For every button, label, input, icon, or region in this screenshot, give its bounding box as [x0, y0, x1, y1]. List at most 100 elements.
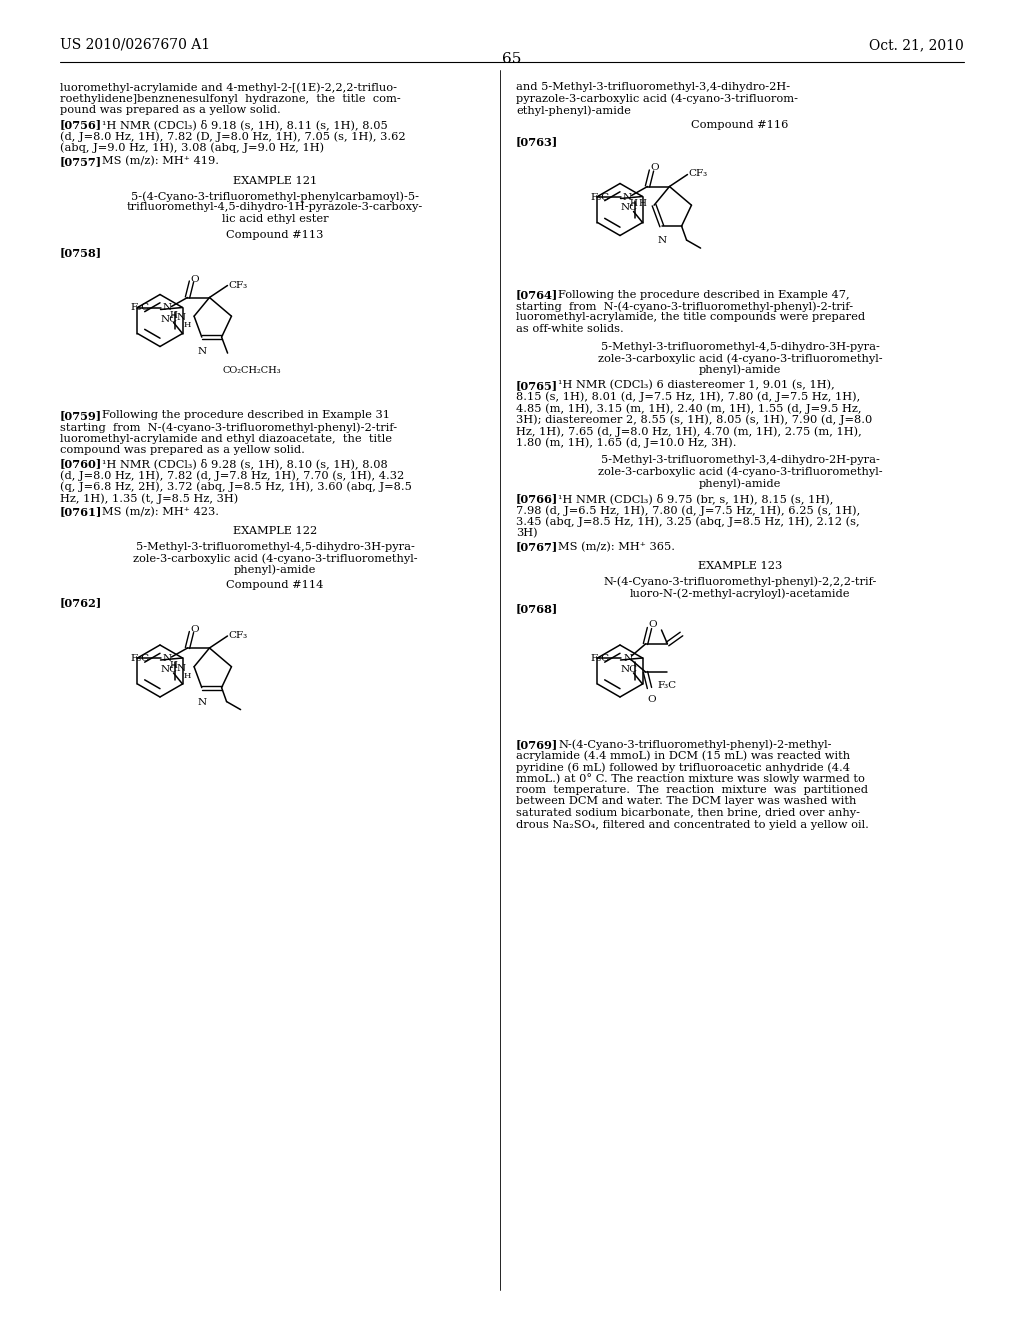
Text: CF₃: CF₃ [228, 631, 248, 640]
Text: [0757]: [0757] [60, 156, 102, 168]
Text: H: H [170, 310, 177, 319]
Text: compound was prepared as a yellow solid.: compound was prepared as a yellow solid. [60, 445, 305, 455]
Text: Oct. 21, 2010: Oct. 21, 2010 [869, 38, 964, 51]
Text: [0767]: [0767] [516, 541, 558, 553]
Text: phenyl)-amide: phenyl)-amide [698, 478, 781, 488]
Text: 1.80 (m, 1H), 1.65 (d, J=10.0 Hz, 3H).: 1.80 (m, 1H), 1.65 (d, J=10.0 Hz, 3H). [516, 437, 736, 447]
Text: 8.15 (s, 1H), 8.01 (d, J=7.5 Hz, 1H), 7.80 (d, J=7.5 Hz, 1H),: 8.15 (s, 1H), 8.01 (d, J=7.5 Hz, 1H), 7.… [516, 392, 860, 403]
Text: N: N [198, 347, 207, 356]
Text: (d, J=8.0 Hz, 1H), 7.82 (D, J=8.0 Hz, 1H), 7.05 (s, 1H), 3.62: (d, J=8.0 Hz, 1H), 7.82 (D, J=8.0 Hz, 1H… [60, 131, 406, 141]
Text: saturated sodium bicarbonate, then brine, dried over anhy-: saturated sodium bicarbonate, then brine… [516, 808, 860, 818]
Text: H: H [183, 672, 190, 680]
Text: [0766]: [0766] [516, 494, 558, 504]
Text: ¹H NMR (CDCl₃) δ 9.18 (s, 1H), 8.11 (s, 1H), 8.05: ¹H NMR (CDCl₃) δ 9.18 (s, 1H), 8.11 (s, … [102, 120, 388, 131]
Text: N: N [624, 653, 633, 663]
Text: CO₂CH₂CH₃: CO₂CH₂CH₃ [222, 366, 282, 375]
Text: between DCM and water. The DCM layer was washed with: between DCM and water. The DCM layer was… [516, 796, 856, 807]
Text: 5-Methyl-3-trifluoromethyl-3,4-dihydro-2H-pyra-: 5-Methyl-3-trifluoromethyl-3,4-dihydro-2… [600, 455, 880, 465]
Text: NC: NC [161, 314, 177, 323]
Text: starting  from  N-(4-cyano-3-trifluoromethyl-phenyl)-2-trif-: starting from N-(4-cyano-3-trifluorometh… [60, 422, 397, 433]
Text: [0764]: [0764] [516, 289, 558, 301]
Text: H: H [630, 199, 637, 209]
Text: 3.45 (abq, J=8.5 Hz, 1H), 3.25 (abq, J=8.5 Hz, 1H), 2.12 (s,: 3.45 (abq, J=8.5 Hz, 1H), 3.25 (abq, J=8… [516, 516, 859, 527]
Text: EXAMPLE 123: EXAMPLE 123 [698, 561, 782, 572]
Text: O: O [650, 164, 659, 173]
Text: Compound #114: Compound #114 [226, 579, 324, 590]
Text: luoromethyl-acrylamide, the title compounds were prepared: luoromethyl-acrylamide, the title compou… [516, 313, 865, 322]
Text: zole-3-carboxylic acid (4-cyano-3-trifluoromethyl-: zole-3-carboxylic acid (4-cyano-3-triflu… [133, 553, 418, 564]
Text: N-(4-Cyano-3-trifluoromethyl-phenyl)-2-methyl-: N-(4-Cyano-3-trifluoromethyl-phenyl)-2-m… [558, 739, 831, 750]
Text: 4.85 (m, 1H), 3.15 (m, 1H), 2.40 (m, 1H), 1.55 (d, J=9.5 Hz,: 4.85 (m, 1H), 3.15 (m, 1H), 2.40 (m, 1H)… [516, 403, 861, 413]
Text: F₃C: F₃C [591, 653, 609, 663]
Text: pyridine (6 mL) followed by trifluoroacetic anhydride (4.4: pyridine (6 mL) followed by trifluoroace… [516, 762, 850, 772]
Text: roethylidene]benznenesulfonyl  hydrazone,  the  title  com-: roethylidene]benznenesulfonyl hydrazone,… [60, 94, 400, 103]
Text: EXAMPLE 122: EXAMPLE 122 [232, 525, 317, 536]
Text: pyrazole-3-carboxylic acid (4-cyano-3-trifluorom-: pyrazole-3-carboxylic acid (4-cyano-3-tr… [516, 94, 798, 104]
Text: N: N [163, 653, 172, 663]
Text: [0762]: [0762] [60, 598, 102, 609]
Text: phenyl)-amide: phenyl)-amide [233, 565, 316, 576]
Text: Hz, 1H), 7.65 (d, J=8.0 Hz, 1H), 4.70 (m, 1H), 2.75 (m, 1H),: Hz, 1H), 7.65 (d, J=8.0 Hz, 1H), 4.70 (m… [516, 426, 862, 437]
Text: NC: NC [621, 203, 638, 213]
Text: lic acid ethyl ester: lic acid ethyl ester [221, 214, 329, 224]
Text: [0760]: [0760] [60, 458, 102, 470]
Text: ¹H NMR (CDCl₃) 6 diastereomer 1, 9.01 (s, 1H),: ¹H NMR (CDCl₃) 6 diastereomer 1, 9.01 (s… [558, 380, 835, 391]
Text: N: N [176, 664, 185, 673]
Text: Following the procedure described in Example 47,: Following the procedure described in Exa… [558, 289, 850, 300]
Text: F₃C: F₃C [130, 653, 150, 663]
Text: O: O [190, 624, 199, 634]
Text: Hz, 1H), 1.35 (t, J=8.5 Hz, 3H): Hz, 1H), 1.35 (t, J=8.5 Hz, 3H) [60, 492, 239, 503]
Text: 7.98 (d, J=6.5 Hz, 1H), 7.80 (d, J=7.5 Hz, 1H), 6.25 (s, 1H),: 7.98 (d, J=6.5 Hz, 1H), 7.80 (d, J=7.5 H… [516, 506, 860, 516]
Text: 65: 65 [503, 51, 521, 66]
Text: luoromethyl-acrylamide and 4-methyl-2-[(1E)-2,2,2-trifluo-: luoromethyl-acrylamide and 4-methyl-2-[(… [60, 82, 397, 92]
Text: (abq, J=9.0 Hz, 1H), 3.08 (abq, J=9.0 Hz, 1H): (abq, J=9.0 Hz, 1H), 3.08 (abq, J=9.0 Hz… [60, 143, 325, 153]
Text: O: O [648, 620, 657, 630]
Text: luoromethyl-acrylamide and ethyl diazoacetate,  the  title: luoromethyl-acrylamide and ethyl diazoac… [60, 433, 392, 444]
Text: F₃C: F₃C [130, 304, 150, 313]
Text: MS (m/z): MH⁺ 419.: MS (m/z): MH⁺ 419. [102, 156, 219, 166]
Text: ¹H NMR (CDCl₃) δ 9.28 (s, 1H), 8.10 (s, 1H), 8.08: ¹H NMR (CDCl₃) δ 9.28 (s, 1H), 8.10 (s, … [102, 458, 388, 470]
Text: CF₃: CF₃ [228, 281, 248, 289]
Text: trifluoromethyl-4,5-dihydro-1H-pyrazole-3-carboxy-: trifluoromethyl-4,5-dihydro-1H-pyrazole-… [127, 202, 423, 213]
Text: EXAMPLE 121: EXAMPLE 121 [232, 176, 317, 186]
Text: [0765]: [0765] [516, 380, 558, 391]
Text: zole-3-carboxylic acid (4-cyano-3-trifluoromethyl-: zole-3-carboxylic acid (4-cyano-3-triflu… [598, 466, 883, 477]
Text: CF₃: CF₃ [688, 169, 708, 178]
Text: phenyl)-amide: phenyl)-amide [698, 364, 781, 375]
Text: H: H [638, 199, 646, 209]
Text: and 5-Methyl-3-trifluoromethyl-3,4-dihydro-2H-: and 5-Methyl-3-trifluoromethyl-3,4-dihyd… [516, 82, 791, 92]
Text: MS (m/z): MH⁺ 423.: MS (m/z): MH⁺ 423. [102, 507, 219, 517]
Text: N: N [657, 236, 667, 246]
Text: F₃C: F₃C [657, 681, 677, 690]
Text: 3H): 3H) [516, 528, 538, 539]
Text: Following the procedure described in Example 31: Following the procedure described in Exa… [102, 411, 390, 421]
Text: US 2010/0267670 A1: US 2010/0267670 A1 [60, 38, 210, 51]
Text: N: N [176, 313, 185, 322]
Text: H: H [183, 321, 190, 329]
Text: zole-3-carboxylic acid (4-cyano-3-trifluoromethyl-: zole-3-carboxylic acid (4-cyano-3-triflu… [598, 352, 883, 363]
Text: 5-Methyl-3-trifluoromethyl-4,5-dihydro-3H-pyra-: 5-Methyl-3-trifluoromethyl-4,5-dihydro-3… [600, 342, 880, 351]
Text: O: O [190, 275, 199, 284]
Text: N-(4-Cyano-3-trifluoromethyl-phenyl)-2,2,2-trif-: N-(4-Cyano-3-trifluoromethyl-phenyl)-2,2… [603, 577, 877, 587]
Text: ethyl-phenyl)-amide: ethyl-phenyl)-amide [516, 106, 631, 116]
Text: [0763]: [0763] [516, 136, 558, 147]
Text: [0756]: [0756] [60, 120, 102, 131]
Text: Compound #116: Compound #116 [691, 120, 788, 131]
Text: mmoL.) at 0° C. The reaction mixture was slowly warmed to: mmoL.) at 0° C. The reaction mixture was… [516, 774, 865, 784]
Text: 5-Methyl-3-trifluoromethyl-4,5-dihydro-3H-pyra-: 5-Methyl-3-trifluoromethyl-4,5-dihydro-3… [135, 541, 415, 552]
Text: (q, J=6.8 Hz, 2H), 3.72 (abq, J=8.5 Hz, 1H), 3.60 (abq, J=8.5: (q, J=6.8 Hz, 2H), 3.72 (abq, J=8.5 Hz, … [60, 482, 412, 492]
Text: F₃C: F₃C [591, 193, 609, 202]
Text: 3H); diastereomer 2, 8.55 (s, 1H), 8.05 (s, 1H), 7.90 (d, J=8.0: 3H); diastereomer 2, 8.55 (s, 1H), 8.05 … [516, 414, 872, 425]
Text: N: N [198, 697, 207, 706]
Text: luoro-N-(2-methyl-acryloyl)-acetamide: luoro-N-(2-methyl-acryloyl)-acetamide [630, 587, 850, 598]
Text: acrylamide (4.4 mmoL) in DCM (15 mL) was reacted with: acrylamide (4.4 mmoL) in DCM (15 mL) was… [516, 751, 850, 762]
Text: NC: NC [161, 665, 177, 675]
Text: Compound #113: Compound #113 [226, 230, 324, 239]
Text: [0768]: [0768] [516, 603, 558, 615]
Text: (d, J=8.0 Hz, 1H), 7.82 (d, J=7.8 Hz, 1H), 7.70 (s, 1H), 4.32: (d, J=8.0 Hz, 1H), 7.82 (d, J=7.8 Hz, 1H… [60, 470, 404, 480]
Text: [0759]: [0759] [60, 411, 102, 421]
Text: [0758]: [0758] [60, 247, 102, 257]
Text: N: N [163, 304, 172, 313]
Text: [0769]: [0769] [516, 739, 558, 750]
Text: pound was prepared as a yellow solid.: pound was prepared as a yellow solid. [60, 106, 281, 115]
